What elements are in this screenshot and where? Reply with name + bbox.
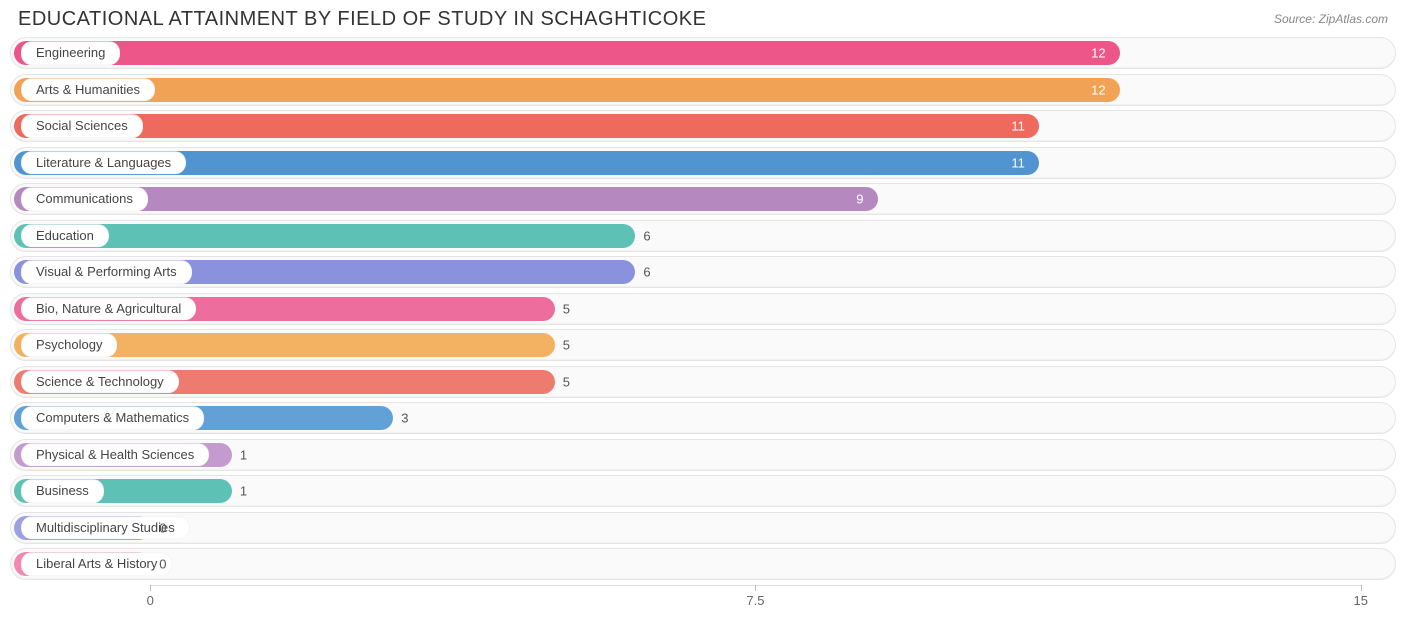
bar-label: Physical & Health Sciences (21, 443, 209, 467)
bar-row: Computers & Mathematics 3 (10, 402, 1396, 434)
bar-row: Arts & Humanities 12 (10, 74, 1396, 106)
bar-row: Business 1 (10, 475, 1396, 507)
bar-label: Communications (21, 187, 148, 211)
axis-tick-label: 15 (1353, 593, 1367, 608)
bar-row: Literature & Languages 11 (10, 147, 1396, 179)
bar-value: 5 (563, 301, 570, 316)
bar-label: Business (21, 479, 104, 503)
bar-value: 3 (401, 411, 408, 426)
bar-track (14, 114, 1392, 138)
bar-row: Liberal Arts & History0 (10, 548, 1396, 580)
bar-row: Education 6 (10, 220, 1396, 252)
bar-row: Communications 9 (10, 183, 1396, 215)
bar-track (14, 406, 1392, 430)
bar-value: 5 (563, 338, 570, 353)
bar-fill (14, 78, 1120, 102)
bar-label: Literature & Languages (21, 151, 186, 175)
bar-label: Social Sciences (21, 114, 143, 138)
bar-track (14, 224, 1392, 248)
bar-label: Psychology (21, 333, 117, 357)
bar-fill (14, 114, 1039, 138)
bar-value: 9 (856, 192, 863, 207)
axis-tick (1361, 585, 1362, 591)
bar-label: Engineering (21, 41, 120, 65)
bar-track (14, 370, 1392, 394)
bar-label: Computers & Mathematics (21, 406, 204, 430)
bar-track (14, 187, 1392, 211)
bar-row: Science & Technology 5 (10, 366, 1396, 398)
bar-value: 1 (240, 484, 247, 499)
bar-label: Liberal Arts & History (21, 552, 172, 576)
chart-header: EDUCATIONAL ATTAINMENT BY FIELD OF STUDY… (0, 0, 1406, 35)
bar-label: Bio, Nature & Agricultural (21, 297, 196, 321)
bar-value: 11 (1011, 119, 1025, 134)
bar-label: Science & Technology (21, 370, 179, 394)
bar-track (14, 260, 1392, 284)
bar-fill (14, 41, 1120, 65)
bar-label: Arts & Humanities (21, 78, 155, 102)
bar-value: 6 (643, 228, 650, 243)
bar-label: Visual & Performing Arts (21, 260, 192, 284)
bar-row: Multidisciplinary Studies0 (10, 512, 1396, 544)
bar-track (14, 78, 1392, 102)
bar-value: 0 (159, 520, 166, 535)
bar-value: 11 (1011, 155, 1025, 170)
axis-tick-label: 7.5 (746, 593, 764, 608)
bar-track (14, 443, 1392, 467)
bar-value: 12 (1091, 46, 1105, 61)
axis-tick (755, 585, 756, 591)
bar-track (14, 297, 1392, 321)
bar-row: Psychology 5 (10, 329, 1396, 361)
axis-tick (150, 585, 151, 591)
bar-value: 1 (240, 447, 247, 462)
bar-track (14, 516, 1392, 540)
bar-value: 5 (563, 374, 570, 389)
bar-row: Social Sciences 11 (10, 110, 1396, 142)
bar-row: Engineering 12 (10, 37, 1396, 69)
axis-tick-label: 0 (147, 593, 154, 608)
chart-title: EDUCATIONAL ATTAINMENT BY FIELD OF STUDY… (18, 8, 706, 31)
bar-track (14, 151, 1392, 175)
bar-track (14, 333, 1392, 357)
chart-area: Engineering 12 Arts & Humanities 12 Social S… (0, 35, 1406, 617)
bar-row: Bio, Nature & Agricultural 5 (10, 293, 1396, 325)
bar-value: 6 (643, 265, 650, 280)
bar-row: Physical & Health Sciences 1 (10, 439, 1396, 471)
bar-row: Visual & Performing Arts 6 (10, 256, 1396, 288)
bar-label: Education (21, 224, 109, 248)
chart-source: Source: ZipAtlas.com (1274, 8, 1388, 26)
bar-value: 0 (159, 557, 166, 572)
bar-track (14, 41, 1392, 65)
bar-track (14, 479, 1392, 503)
bar-value: 12 (1091, 82, 1105, 97)
x-axis: 0 7.5 15 (14, 585, 1392, 617)
bar-track (14, 552, 1392, 576)
